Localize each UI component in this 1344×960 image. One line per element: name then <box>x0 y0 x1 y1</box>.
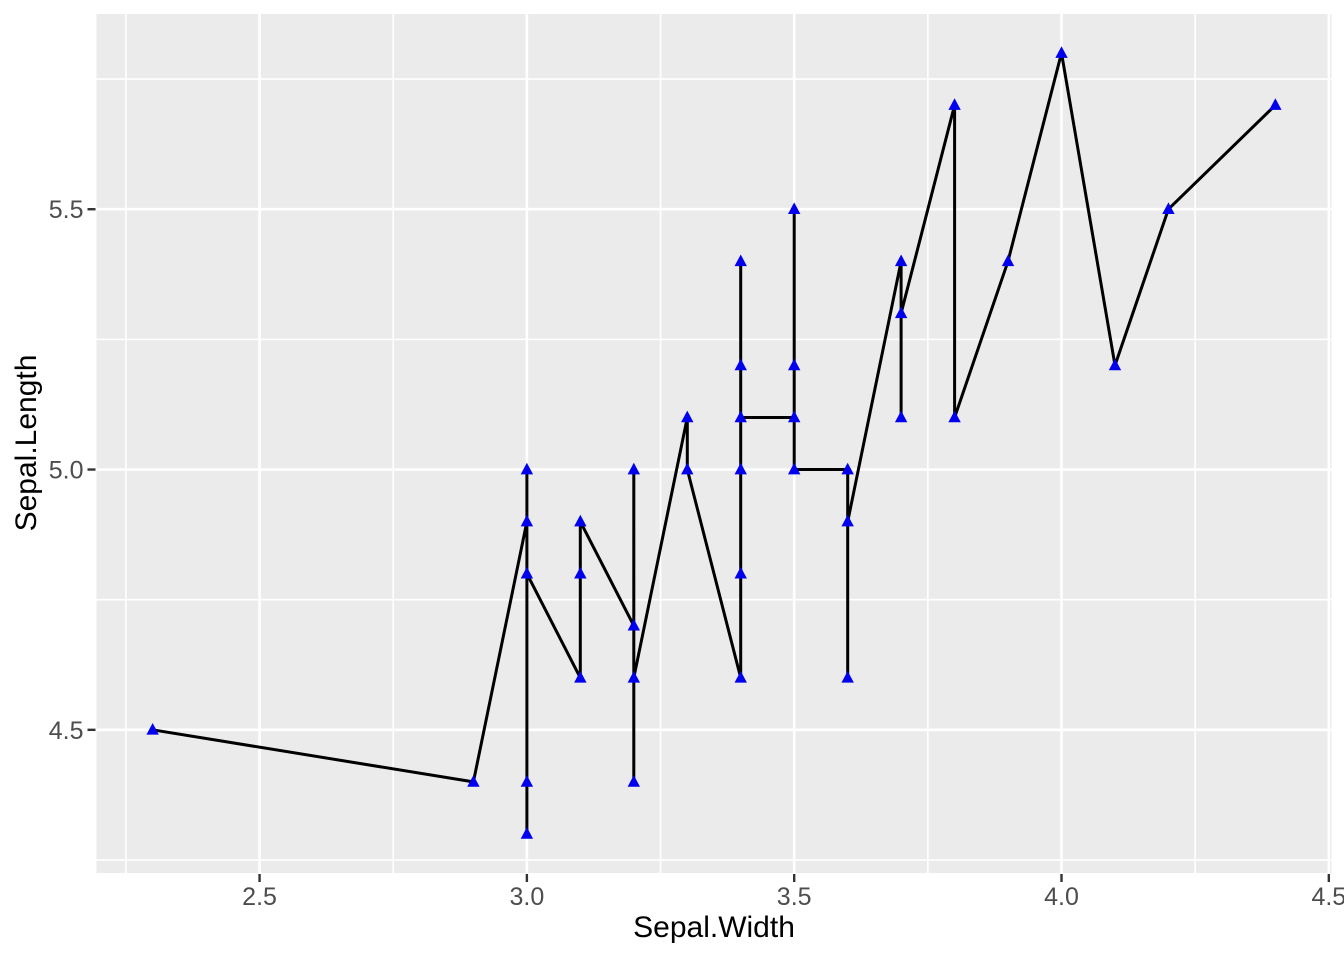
data-point-triangle <box>1001 254 1015 267</box>
x-tick-label: 4.0 <box>1044 883 1079 911</box>
x-tick-label: 2.5 <box>242 883 277 911</box>
data-point-triangle <box>894 254 908 267</box>
data-point-triangle <box>948 98 961 110</box>
data-point-triangle <box>574 670 587 683</box>
data-point-triangle <box>894 306 908 319</box>
data-point-triangle <box>787 462 801 475</box>
data-point-triangle <box>734 566 747 579</box>
data-point-triangle <box>948 410 961 423</box>
data-point-triangle <box>734 254 747 267</box>
data-point-triangle <box>841 462 854 475</box>
x-axis-title: Sepal.Width <box>633 911 795 944</box>
panel-background <box>96 14 1332 873</box>
data-point-triangle <box>894 410 908 423</box>
data-point-triangle <box>574 514 587 527</box>
x-tick-label: 3.0 <box>509 883 544 911</box>
data-point-triangle <box>734 462 747 475</box>
data-point-triangle <box>520 566 534 579</box>
data-point-triangle <box>574 566 587 579</box>
data-point-triangle <box>627 670 641 683</box>
data-point-triangle <box>787 202 801 215</box>
data-point-triangle <box>787 410 801 423</box>
y-tick-label: 5.5 <box>49 196 84 224</box>
data-point-triangle <box>1269 98 1282 110</box>
data-point-triangle <box>520 775 534 787</box>
data-point-triangle <box>681 410 694 423</box>
data-point-triangle <box>841 670 854 683</box>
data-point-triangle <box>627 775 641 787</box>
data-point-triangle <box>627 618 641 631</box>
data-point-triangle <box>734 410 747 423</box>
x-tick-label: 4.5 <box>1311 883 1344 911</box>
data-point-triangle <box>467 775 480 787</box>
data-point-triangle <box>520 827 534 839</box>
data-point-triangle <box>681 462 694 475</box>
data-point-triangle <box>787 358 801 371</box>
data-point-triangle <box>520 514 534 527</box>
data-point-triangle <box>1108 358 1122 371</box>
data-point-triangle <box>1055 46 1068 58</box>
y-axis-title: Sepal.Length <box>10 354 43 532</box>
data-point-triangle <box>627 462 641 475</box>
data-point-triangle <box>1162 202 1175 215</box>
data-point-triangle <box>734 358 747 371</box>
data-point-triangle <box>841 514 854 527</box>
y-tick-label: 5.0 <box>49 457 84 485</box>
y-tick-label: 4.5 <box>49 717 84 745</box>
data-point-triangle <box>146 723 159 735</box>
data-point-triangle <box>734 670 747 683</box>
data-point-triangle <box>520 462 534 475</box>
x-tick-label: 3.5 <box>777 883 812 911</box>
